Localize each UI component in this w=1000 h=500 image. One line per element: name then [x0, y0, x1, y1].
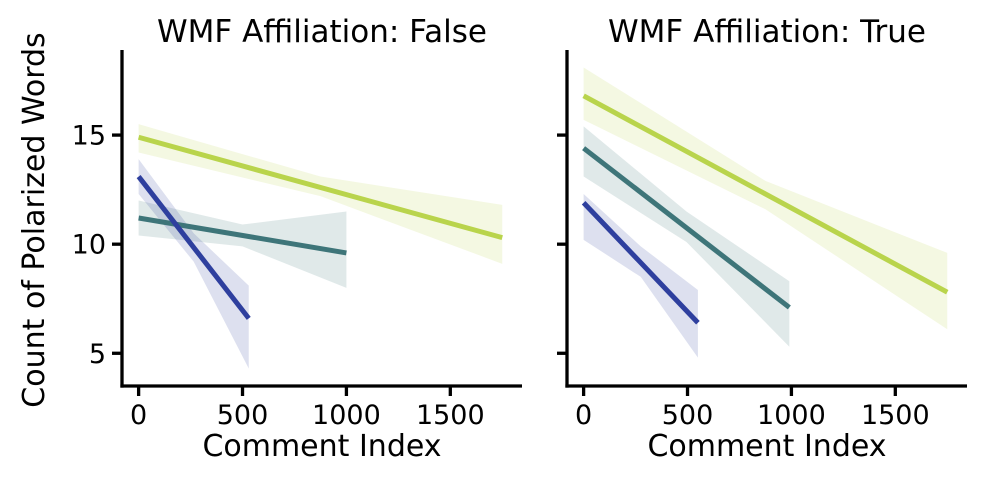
- y-tick-label: 15: [72, 121, 106, 152]
- x-tick-label: 1500: [416, 400, 485, 431]
- x-tick-label: 1000: [312, 400, 381, 431]
- confidence-band-series-teal: [138, 200, 347, 288]
- confidence-band-series-green: [583, 67, 948, 330]
- panel-title: WMF Affiliation: True: [608, 14, 926, 50]
- x-axis-label: Comment Index: [202, 429, 441, 464]
- regression-line-series-blue: [581, 201, 700, 325]
- y-tick-label: 5: [89, 339, 106, 370]
- regression-line-series-blue: [136, 175, 251, 320]
- confidence-band-series-teal: [583, 126, 790, 347]
- confidence-band-series-green: [138, 124, 503, 264]
- regression-line-series-green: [582, 93, 949, 295]
- x-tick-label: 0: [130, 400, 147, 431]
- x-tick-label: 1000: [757, 400, 826, 431]
- y-tick-label: 10: [72, 230, 106, 261]
- panel-title: WMF Affiliation: False: [157, 14, 487, 50]
- regression-line-series-green: [137, 134, 503, 241]
- x-tick-label: 500: [217, 400, 269, 431]
- regression-line-series-teal: [582, 146, 791, 310]
- x-tick-label: 500: [662, 400, 714, 431]
- panel-wmf-true: 0 500 1000 1500 WMF Affiliation: True Comment…: [557, 14, 967, 464]
- x-tick-label: 1500: [861, 400, 930, 431]
- x-axis-label: Comment Index: [647, 429, 886, 464]
- x-tick-label: 0: [575, 400, 592, 431]
- y-axis-label: Count of Polarized Words: [17, 32, 52, 407]
- confidence-band-series-blue: [138, 159, 249, 369]
- panel-wmf-false: 0 500 1000 1500 5 10 15 WMF Affiliation: False C…: [72, 14, 522, 464]
